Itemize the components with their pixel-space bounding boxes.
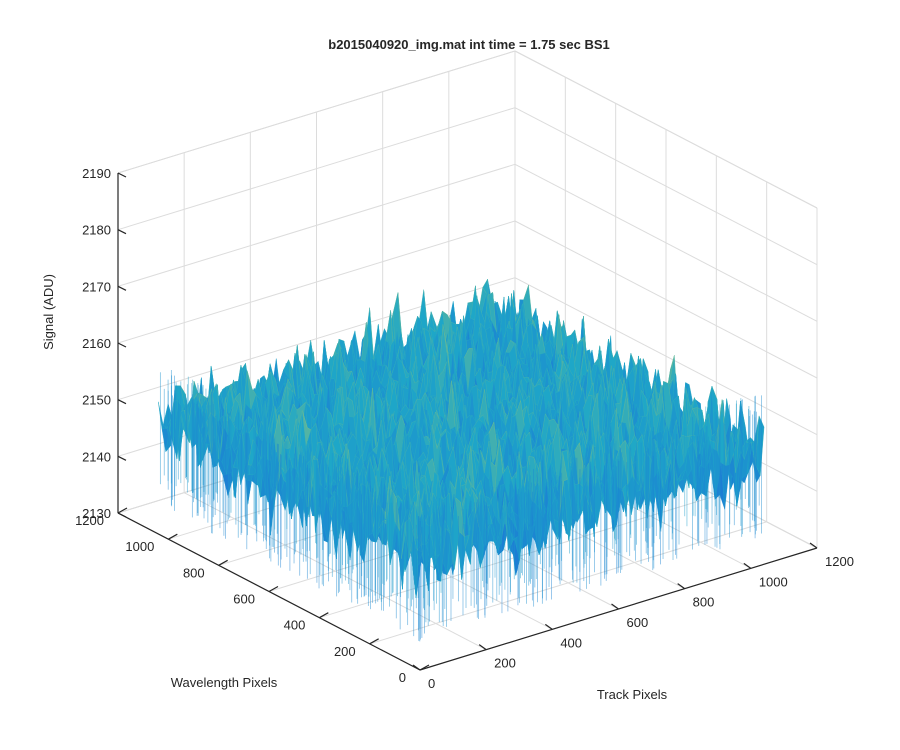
wall-grid-line (514, 277, 818, 436)
surface-mesh (158, 278, 765, 642)
wall-grid-line (514, 220, 818, 379)
wall-grid-line (117, 50, 516, 174)
wall-grid-line (117, 163, 516, 287)
wall-grid-line (117, 277, 516, 401)
floor-grid-line (369, 521, 767, 645)
wall-grid-line (117, 107, 516, 231)
wall-grid-line (514, 50, 818, 209)
wall-grid-line (514, 163, 818, 322)
wall-grid-line (117, 220, 516, 344)
wall-grid-line (514, 107, 818, 266)
